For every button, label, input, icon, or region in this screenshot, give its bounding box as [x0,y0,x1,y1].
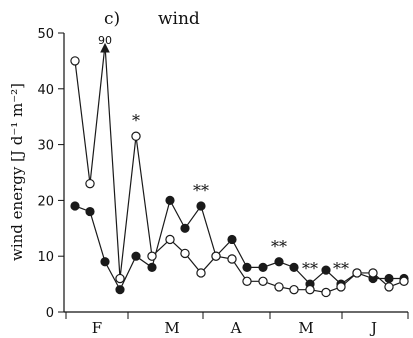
filled-series-line [74,198,404,292]
filled-series-point [227,234,237,245]
x-tick-label: F [92,319,102,337]
open-series-point [131,131,141,141]
open-series-point [211,251,221,261]
y-tick-label: 10 [37,250,54,265]
filled-series-point [115,285,125,295]
clipped-value-arrow [100,42,110,53]
open-series-point [336,282,346,292]
open-series-point [384,282,394,292]
x-tick-label: J [369,319,377,337]
x-tick-label: M [164,319,179,337]
clipped-value-label: 90 [98,34,112,47]
filled-series-point [70,201,80,211]
y-tick-label: 20 [37,194,54,209]
y-tick-label: 0 [46,306,54,321]
y-tick-label: 40 [37,83,54,98]
significance-annotation: * [132,111,140,130]
chart-title: wind [158,9,200,29]
filled-series-point [274,257,284,267]
filled-series-point [196,201,206,211]
open-series-point [196,268,206,278]
open-series-point [147,251,157,261]
open-series-point [115,273,125,284]
open-series-point [242,276,252,287]
filled-series-point [165,195,175,205]
filled-series-point [131,251,141,261]
y-axis-label: wind energy [J d⁻¹ m⁻²] [8,83,26,261]
open-series-line [74,44,405,294]
panel-label: c) [104,9,120,29]
y-tick-label: 50 [37,27,54,42]
open-series-point [289,284,299,295]
open-series-point [368,268,378,278]
filled-series-point [147,262,157,272]
open-series-point [85,178,95,189]
open-series-point [70,56,80,66]
open-series-point [274,282,284,292]
significance-annotation: ** [333,259,349,278]
open-series-point [258,276,268,287]
filled-series-point [180,223,190,233]
filled-series-point [258,262,268,272]
open-series-point [165,234,175,245]
x-tick-label: A [230,319,242,337]
filled-series-point [289,262,299,272]
open-series-point [321,287,331,298]
filled-series-point [384,273,394,284]
open-series-point [227,254,237,264]
open-series-point [399,276,409,287]
significance-annotation: ** [193,181,209,200]
significance-annotation: ** [271,237,287,256]
filled-series-point [85,206,95,217]
open-series-point [305,284,315,295]
open-series-point [352,268,362,278]
filled-series-point [242,262,252,272]
filled-series-point [321,265,331,275]
y-tick-label: 30 [37,139,54,154]
open-series-point [180,248,190,259]
filled-series-point [100,257,110,267]
x-tick-label: M [298,319,313,337]
significance-annotation: ** [302,259,318,278]
